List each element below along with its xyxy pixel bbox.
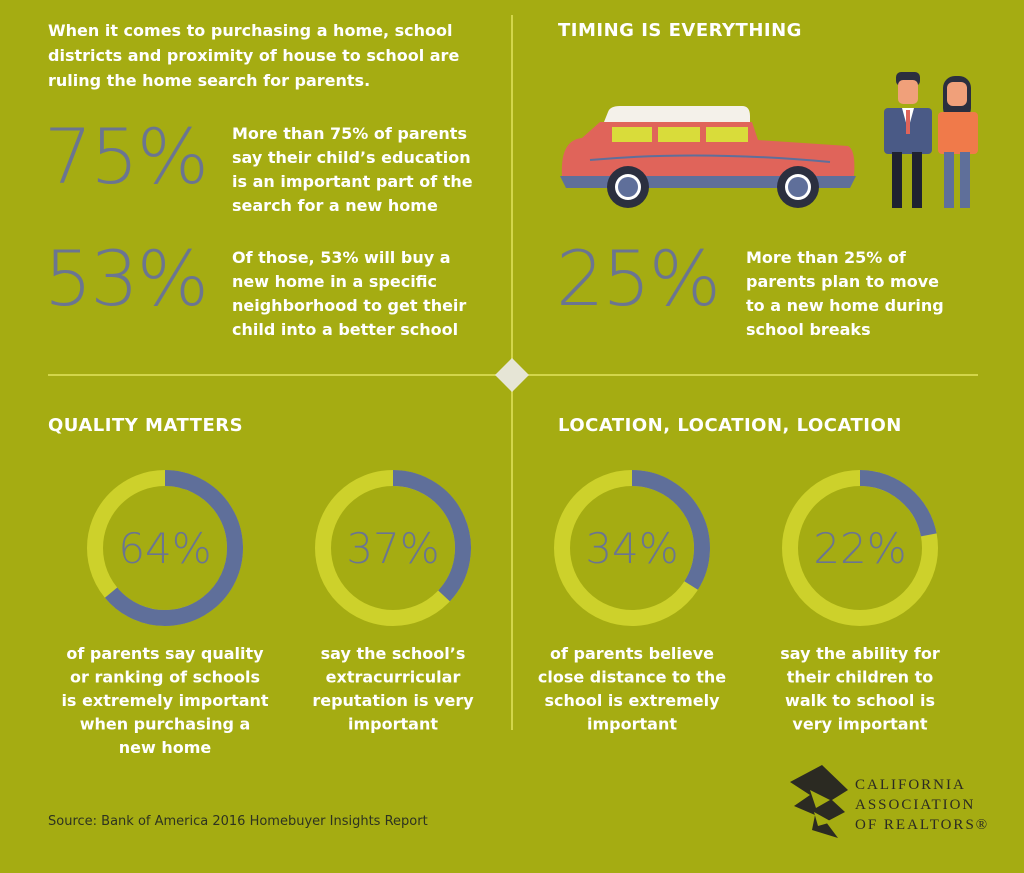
stat-text: search for a new home (232, 196, 438, 215)
stat-text: to a new home during (746, 296, 944, 315)
donut-segment (859, 470, 937, 537)
donut-caption: or ranking of schools (70, 668, 260, 687)
stat-value: 75% (44, 112, 207, 201)
donut-caption: school is extremely (544, 691, 720, 710)
source: Source: Bank of America 2016 Homebuyer I… (48, 814, 428, 829)
donut-caption: their children to (787, 668, 933, 687)
section-title: TIMING IS EVERYTHING (558, 20, 802, 41)
intro-text: ruling the home search for parents. (48, 71, 370, 90)
logo-text: OF REALTORS® (855, 817, 989, 833)
donut-segment (392, 470, 471, 602)
stat-text: school breaks (746, 320, 871, 339)
donut-caption: of parents believe (550, 644, 714, 663)
donut-caption: very important (792, 715, 928, 734)
donut-label: 34% (585, 524, 678, 573)
donut-caption: important (348, 715, 438, 734)
people-illustration (884, 72, 978, 208)
logo-text: ASSOCIATION (855, 797, 975, 813)
section-title: QUALITY MATTERS (48, 415, 243, 436)
donut-caption: is extremely important (61, 691, 268, 710)
donut-caption: important (587, 715, 677, 734)
stat-text: neighborhood to get their (232, 296, 466, 315)
donut-label: 37% (346, 524, 439, 573)
diamond (495, 358, 529, 392)
intro-text: districts and proximity of house to scho… (48, 46, 459, 65)
stat-text: say their child’s education (232, 148, 471, 167)
donut-caption: walk to school is (785, 691, 935, 710)
stat-text: is an important part of the (232, 172, 473, 191)
donut-caption: say the school’s (321, 644, 466, 663)
donut-caption: new home (119, 738, 212, 757)
intro-text: When it comes to purchasing a home, scho… (48, 21, 452, 40)
stat-value: 53% (44, 234, 207, 323)
stat-text: More than 75% of parents (232, 124, 467, 143)
stat-text: More than 25% of (746, 248, 907, 267)
donut-caption: say the ability for (780, 644, 940, 663)
car-illustration (560, 106, 856, 208)
donut-caption: extracurricular (326, 668, 461, 687)
logo-text: CALIFORNIA (855, 777, 966, 793)
section-title: LOCATION, LOCATION, LOCATION (558, 415, 902, 436)
stat-text: child into a better school (232, 320, 458, 339)
donut-label: 64% (118, 524, 211, 573)
donut-segment (104, 470, 243, 626)
donut-caption: reputation is very (312, 691, 474, 710)
stat-text: new home in a specific (232, 272, 437, 291)
donut-caption: of parents say quality (66, 644, 264, 663)
donut-caption: close distance to the (538, 668, 726, 687)
donut-caption: when purchasing a (80, 715, 251, 734)
stat-value: 25% (556, 234, 719, 323)
donut-segment (631, 470, 710, 590)
stat-text: parents plan to move (746, 272, 939, 291)
logo-mark (790, 765, 848, 838)
stat-text: Of those, 53% will buy a (232, 248, 451, 267)
donut-label: 22% (813, 524, 906, 573)
